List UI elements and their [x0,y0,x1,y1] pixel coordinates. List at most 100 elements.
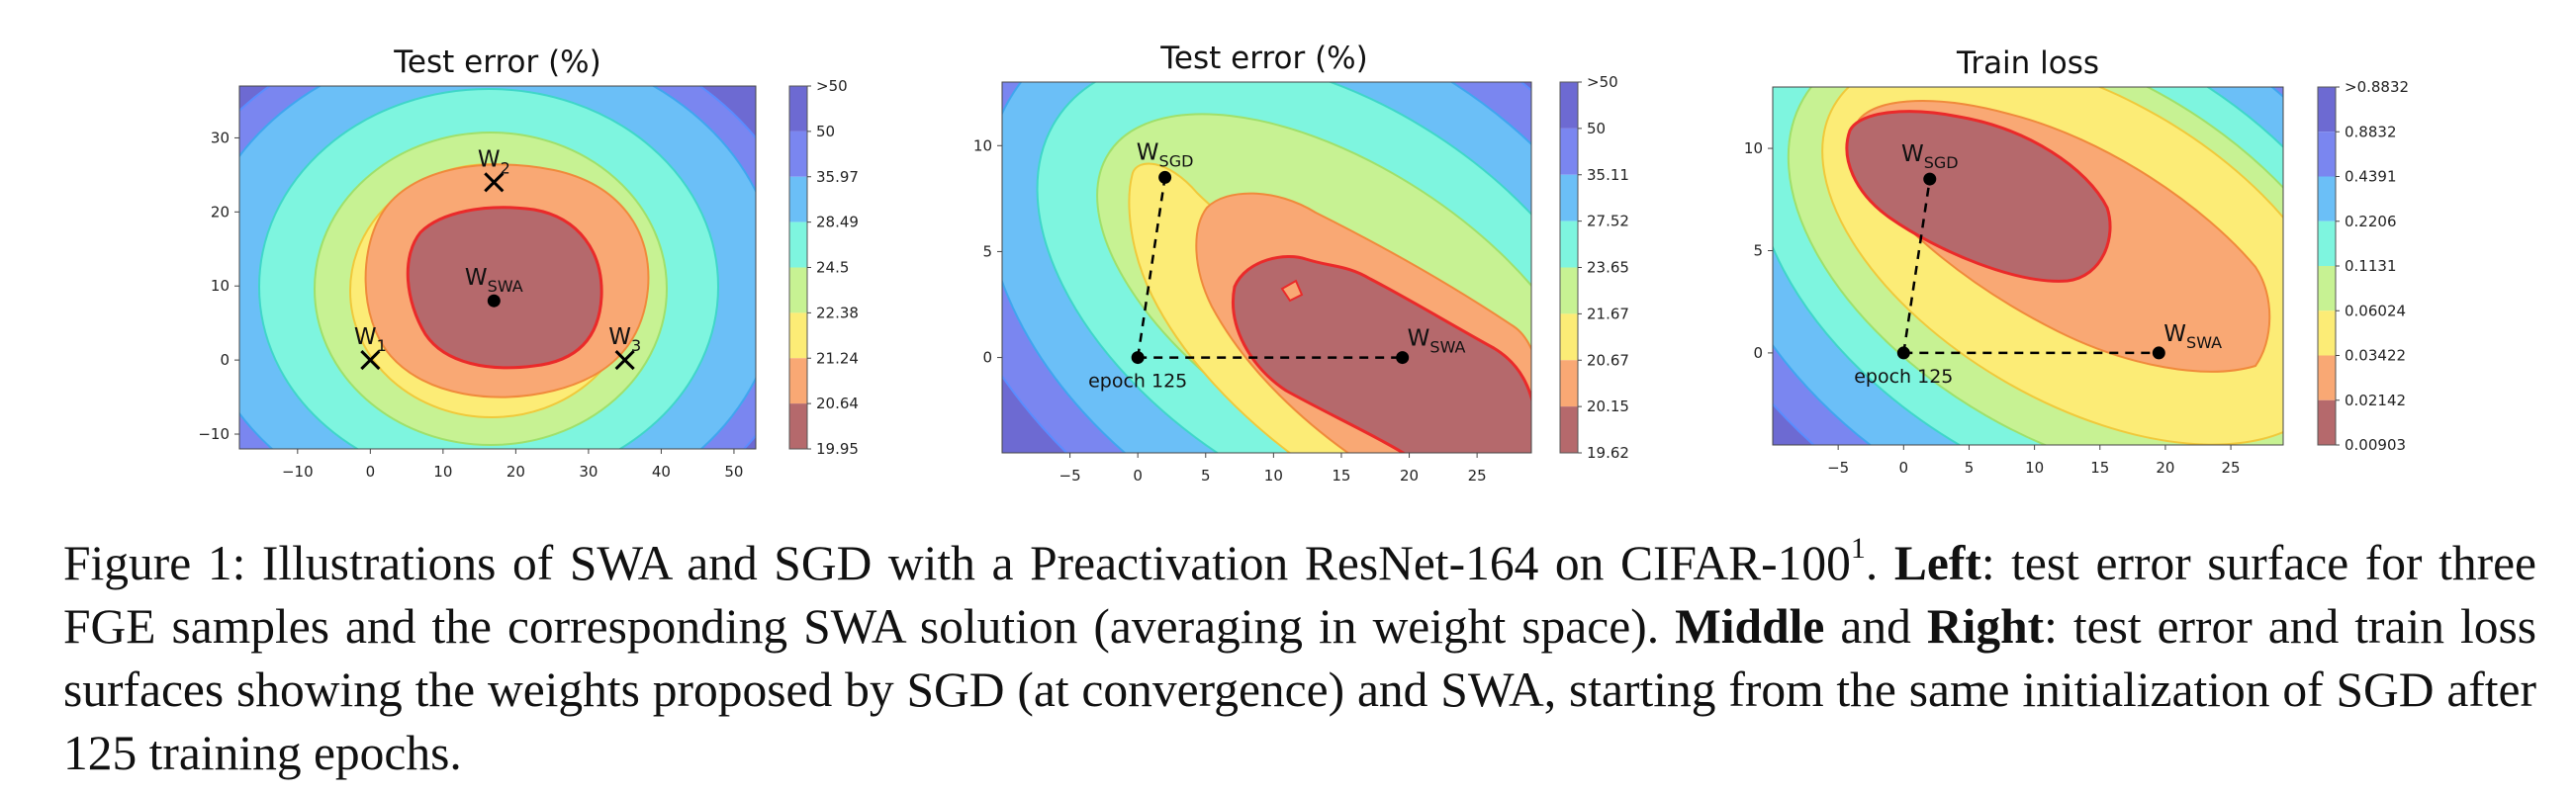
colorbar-swatch [789,176,807,222]
x-tick-label: 20 [2156,459,2174,477]
colorbar-swatch [1560,360,1578,407]
colorbar-tick-label: 0.8832 [2345,123,2397,140]
colorbar-tick-label: 28.49 [816,214,859,231]
colorbar-tick-label: 35.97 [816,168,859,186]
caption-resnet-number: 164 [1465,536,1539,590]
colorbar-swatch [1560,313,1578,361]
point-marker [2152,346,2165,360]
point-label-main: W [1137,139,1159,165]
colorbar-swatch [789,403,807,449]
colorbar-tick-label: 0.06024 [2345,302,2406,319]
panel-left: Test error (%) −10 0 10 20 30 40 50−100102030 … [198,44,859,481]
colorbar-swatch [789,267,807,313]
colorbar-tick-label: 19.95 [816,440,859,458]
caption-right-label: Right [1926,599,2045,654]
point-marker [1923,172,1937,186]
y-tick-label: 30 [211,129,230,146]
caption-mid: on CIFAR- [1538,536,1778,590]
x-tick-label: 5 [1201,467,1211,485]
point-label: WSWA [1408,326,1466,357]
x-tick-label: 40 [652,463,671,481]
y-tick-label: 5 [982,242,992,260]
colorbar-swatch [1560,267,1578,314]
colorbar-swatch [1560,221,1578,268]
colorbar-tick-label: 23.65 [1587,259,1629,277]
y-tick-label: 0 [1753,344,1763,362]
sample-marker [484,172,505,193]
colorbar-swatch [2318,176,2336,221]
point-marker [487,294,501,308]
caption-cifar-number: 100 [1777,536,1851,590]
caption-prefix: Figure 1: Illustrations of SWA and SGD w… [63,536,1466,590]
x-tick-label: 5 [1965,459,1975,477]
caption-footnote-marker[interactable]: 1 [1850,532,1866,565]
figure-caption: Figure 1: Illustrations of SWA and SGD w… [63,532,2536,785]
point-label: W3 [608,324,641,355]
colorbar-swatch [2318,132,2336,177]
colorbar-tick-label: 0.02142 [2345,392,2406,409]
caption-left-text: : test error surface for three FGE sampl… [63,536,2537,654]
point-label-sub: 1 [377,336,387,355]
point-marker [1131,351,1145,365]
x-tick-label: 25 [2222,459,2241,477]
colorbar-tick-label: 21.67 [1587,305,1629,322]
point-label: W1 [354,324,387,355]
point-label-main: W [478,146,501,172]
y-tick-label: 10 [1744,139,1763,157]
colorbar-tick-label: 0.1131 [2345,257,2397,275]
point-label-main: W [608,324,631,350]
colorbar-swatch [2318,266,2336,311]
y-tick-label: 10 [973,136,992,154]
point-label: epoch 125 [1854,366,1953,388]
x-tick-label: 10 [433,463,452,481]
y-tick-label: 0 [982,349,992,367]
colorbar-tick-label: >50 [1587,73,1618,91]
panel-right-colorbar: >0.8832 0.8832 0.4391 0.2206 0.1131 0.06024 0.… [2317,78,2409,454]
x-tick-label: 50 [724,463,743,481]
colorbar-tick-label: 21.24 [816,349,859,367]
colorbar-tick-label: 20.67 [1587,351,1629,369]
point-label: WSWA [2163,321,2222,352]
x-tick-label: 0 [366,463,376,481]
x-tick-label: −10 [282,463,314,481]
point-label-sub: SGD [1159,151,1194,170]
sample-marker [360,350,381,371]
x-tick-label: 0 [1133,467,1143,485]
x-tick-label: 0 [1899,459,1909,477]
colorbar-tick-label: 24.5 [816,259,849,277]
point-label-main: W [2163,321,2186,347]
x-tick-label: 25 [1468,467,1487,485]
point-marker [1396,351,1410,365]
point-marker [1896,346,1910,360]
colorbar-swatch [1560,82,1578,129]
colorbar-tick-label: 0.4391 [2345,168,2397,186]
point-label-main: W [1408,326,1430,352]
caption-after-footnote: . [1865,536,1894,590]
y-tick-label: −10 [198,425,230,443]
panel-middle-colorbar: >50 50 35.11 27.52 23.65 21.67 20.67 20.15 19.62 [1559,73,1629,462]
colorbar-swatch [789,86,807,132]
point-label: WSWA [465,265,523,296]
panel-middle-title: Test error (%) [1159,41,1367,76]
colorbar-tick-label: 19.62 [1587,444,1629,462]
point-label: WSGD [1137,139,1194,170]
colorbar-tick-label: 50 [1587,120,1606,137]
panel-left-ticks: −10 0 10 20 30 40 50 −10 0 10 20 30 [198,129,743,481]
point-marker [1158,170,1172,184]
sample-marker [614,350,635,371]
x-tick-label: 20 [1400,467,1419,485]
y-tick-label: 20 [211,203,230,221]
panel-middle-ticks: −5 0 5 10 15 20 25 0 5 10 [973,136,1487,485]
colorbar-tick-label: 27.52 [1587,213,1629,230]
colorbar-tick-label: 0.00903 [2345,436,2406,454]
panel-right-ticks: −5 0 5 10 15 20 25 0 5 10 [1744,139,2241,477]
colorbar-swatch [2318,310,2336,356]
caption-left-label: Left [1893,536,1981,590]
caption-right-text: : test error and train loss surfaces sho… [63,599,2536,780]
point-label: epoch 125 [1088,371,1187,393]
point-label-main: W [1901,141,1924,167]
